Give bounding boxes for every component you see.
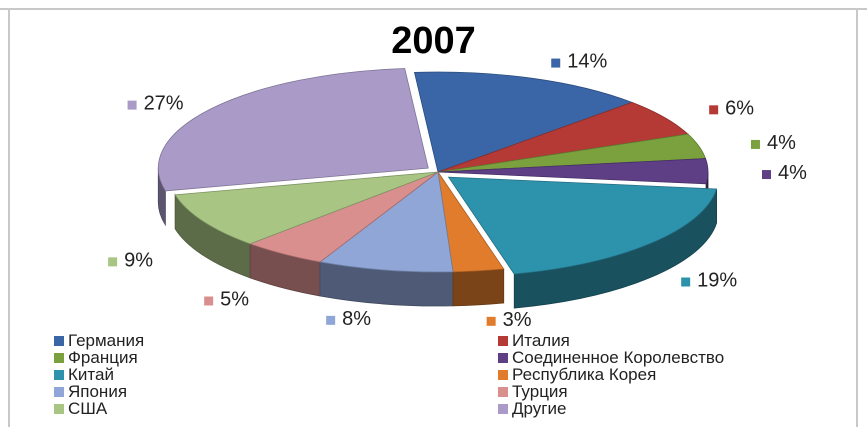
- legend-item-6: Япония: [54, 382, 128, 401]
- legend-label-8: США: [68, 399, 108, 418]
- chart-title: 2007: [391, 20, 476, 62]
- pie-slice-0: [413, 71, 634, 173]
- chart-legend: Германия Италия Франция Соединенное Королев…: [40, 331, 860, 427]
- frame-border-top: [0, 8, 867, 10]
- legend-swatch-3: [498, 353, 508, 363]
- legend-item-4: Китай: [54, 365, 114, 384]
- legend-label-2: Франция: [68, 348, 138, 367]
- legend-item-0: Германия: [54, 331, 145, 350]
- pie-slice-9: [157, 68, 429, 192]
- data-label-marker-2: [750, 139, 760, 149]
- legend-label-6: Япония: [68, 382, 128, 401]
- pie-slice-3: [437, 158, 709, 185]
- data-label-2: 4%: [767, 132, 796, 154]
- data-label-9: 27%: [144, 93, 184, 115]
- data-label-3: 4%: [778, 162, 807, 184]
- legend-label-7: Турция: [512, 382, 568, 401]
- legend-label-1: Италия: [512, 331, 570, 350]
- legend-label-9: Другие: [512, 399, 567, 418]
- legend-item-3: Соединенное Королевство: [498, 348, 725, 367]
- data-label-5: 3%: [503, 309, 532, 331]
- data-label-4: 19%: [697, 270, 737, 292]
- data-label-marker-6: [326, 315, 336, 325]
- data-label-marker-5: [486, 316, 496, 326]
- legend-label-0: Германия: [68, 331, 145, 350]
- data-label-7: 5%: [220, 288, 249, 310]
- legend-item-1: Италия: [498, 331, 570, 350]
- pie-wall-5: [452, 268, 505, 307]
- legend-swatch-8: [54, 404, 64, 414]
- legend-swatch-4: [54, 370, 64, 380]
- legend-item-7: Турция: [498, 382, 568, 401]
- frame-border-right: [856, 8, 858, 427]
- legend-label-3: Соединенное Королевство: [512, 348, 725, 367]
- pie-slice-6: [319, 171, 454, 273]
- legend-item-9: Другие: [498, 399, 567, 418]
- data-label-marker-4: [681, 277, 691, 287]
- legend-item-2: Франция: [54, 348, 138, 367]
- legend-item-5: Республика Корея: [498, 365, 657, 384]
- legend-swatch-5: [498, 370, 508, 380]
- data-label-marker-1: [709, 105, 719, 115]
- data-label-marker-9: [127, 100, 137, 110]
- data-label-marker-8: [108, 257, 118, 267]
- data-label-0: 14%: [567, 51, 607, 73]
- data-label-marker-3: [761, 170, 771, 180]
- legend-swatch-6: [54, 387, 64, 397]
- legend-label-4: Китай: [68, 365, 114, 384]
- legend-swatch-7: [498, 387, 508, 397]
- data-label-marker-7: [204, 296, 214, 306]
- legend-item-8: США: [54, 399, 108, 418]
- legend-swatch-9: [498, 404, 508, 414]
- data-label-6: 8%: [342, 308, 371, 330]
- pie-slice-8: [174, 171, 439, 245]
- data-label-8: 9%: [124, 249, 153, 271]
- pie-slice-4: [447, 176, 718, 275]
- legend-swatch-1: [498, 336, 508, 346]
- data-label-marker-0: [551, 58, 561, 68]
- legend-swatch-2: [54, 353, 64, 363]
- data-label-1: 6%: [725, 97, 754, 119]
- frame-border-left: [8, 8, 10, 427]
- legend-swatch-0: [54, 336, 64, 346]
- legend-label-5: Республика Корея: [512, 365, 657, 384]
